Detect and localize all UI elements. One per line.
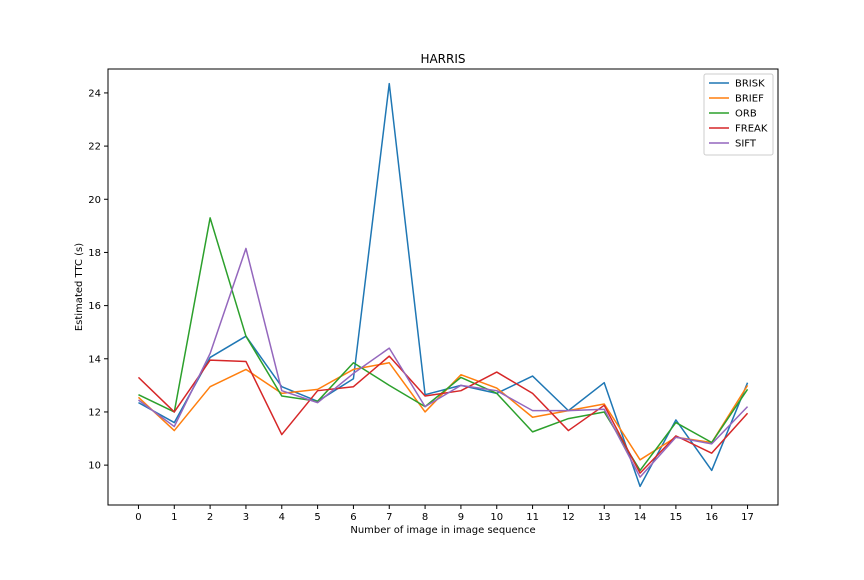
series-line-brisk xyxy=(138,82,749,488)
y-tick-label: 24 xyxy=(88,88,101,99)
x-tick-label: 13 xyxy=(598,512,611,523)
y-tick-label: 14 xyxy=(88,354,101,365)
x-tick-label: 10 xyxy=(490,512,503,523)
x-axis-ticks: 0 1 2 3 4 5 6 7 8 9 10 11 12 13 14 15 16 17 xyxy=(135,505,754,523)
x-tick-label: 5 xyxy=(314,512,320,523)
x-tick-label: 4 xyxy=(279,512,285,523)
legend-box xyxy=(703,73,774,156)
legend-label-freak: FREAK xyxy=(735,124,768,135)
legend: BRISK BRIEF ORB FREAK SIFT xyxy=(703,73,774,156)
legend-label-brief: BRIEF xyxy=(735,94,764,105)
x-tick-label: 3 xyxy=(243,512,249,523)
x-tick-label: 15 xyxy=(670,512,683,523)
y-axis-label: Estimated TTC (s) xyxy=(74,243,85,331)
x-tick-label: 0 xyxy=(135,512,141,523)
series-line-orb xyxy=(138,217,749,472)
y-tick-label: 22 xyxy=(88,142,101,153)
x-tick-label: 16 xyxy=(705,512,718,523)
plot-frame xyxy=(107,68,779,506)
y-tick-label: 20 xyxy=(88,195,101,206)
x-tick-label: 14 xyxy=(634,512,647,523)
series-group xyxy=(137,82,749,488)
y-tick-label: 16 xyxy=(88,301,101,312)
x-axis-label: Number of image in image sequence xyxy=(350,525,535,536)
y-axis-ticks: 10 12 14 16 18 20 22 24 xyxy=(88,88,108,472)
x-tick-label: 9 xyxy=(458,512,464,523)
legend-label-sift: SIFT xyxy=(735,139,757,150)
y-tick-label: 18 xyxy=(88,248,101,259)
series-line-freak xyxy=(137,355,749,474)
series-line-brief xyxy=(137,362,749,461)
legend-label-orb: ORB xyxy=(735,109,757,120)
x-tick-label: 17 xyxy=(741,512,754,523)
y-tick-label: 10 xyxy=(88,461,101,472)
x-tick-label: 12 xyxy=(562,512,575,523)
x-tick-label: 2 xyxy=(207,512,213,523)
x-tick-label: 6 xyxy=(350,512,356,523)
y-tick-label: 12 xyxy=(88,407,101,418)
x-tick-label: 8 xyxy=(422,512,428,523)
x-tick-label: 1 xyxy=(171,512,177,523)
legend-label-brisk: BRISK xyxy=(735,79,765,90)
chart-title: HARRIS xyxy=(420,52,465,66)
series-line-sift xyxy=(138,247,749,478)
x-tick-label: 7 xyxy=(386,512,392,523)
x-tick-label: 11 xyxy=(526,512,539,523)
